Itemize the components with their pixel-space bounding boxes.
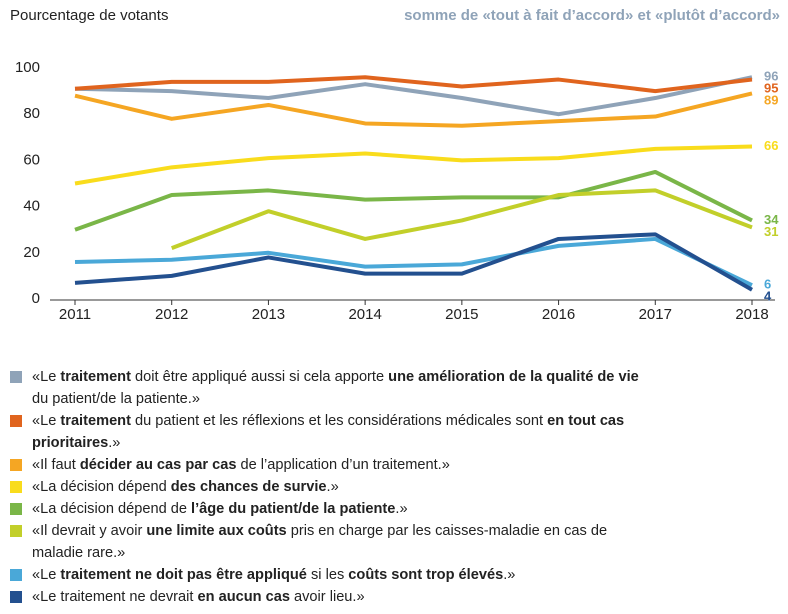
legend-text: du patient/de la patiente.» [32,391,200,407]
end-label: 31 [764,224,778,239]
legend-swatch [10,569,22,581]
legend-item: «Le traitement ne devrait en aucun cas a… [8,586,642,608]
y-tick-label: 20 [23,244,40,261]
end-label: 4 [764,289,772,304]
legend-swatch [10,415,22,427]
y-tick-label: 0 [32,290,40,307]
legend-text: en tout cas prioritaires [32,413,625,451]
series-line [74,169,753,232]
x-tick-label: 2018 [735,306,768,323]
x-tick-label: 2016 [542,306,575,323]
legend-text: avoir lieu.» [289,589,365,605]
legend-text: en aucun cas [197,589,290,605]
series-line [171,188,753,251]
legend-item: «Il faut décider au cas par cas de l’app… [8,454,642,476]
legend-swatch [10,503,22,515]
y-tick-label: 60 [23,151,40,168]
legend-item: «Le traitement doit être appliqué aussi … [8,366,642,410]
legend-swatch [10,525,22,537]
legend: «Le traitement doit être appliqué aussi … [8,366,788,608]
legend-text: .» [326,479,339,495]
end-label: 96 [764,69,778,84]
legend-text: traitement [60,369,131,385]
legend-text: «La décision dépend [32,479,171,495]
legend-item: «Il devrait y avoir une limite aux coûts… [8,520,642,564]
chart: Pourcentage de votants somme de «tout à … [10,7,780,323]
legend-swatch [10,591,22,603]
end-label: 95 [764,81,778,96]
legend-item: «La décision dépend de l’âge du patient/… [8,498,642,520]
legend-text: «Il faut [32,457,80,473]
legend-item: «La décision dépend des chances de survi… [8,476,642,498]
legend-text: une limite aux coûts [146,523,287,539]
legend-item: «Le traitement du patient et les réflexi… [8,410,642,454]
legend-text: du patient et les réflexions et les cons… [130,413,548,429]
legend-text: .» [503,567,516,583]
x-tick-label: 2013 [252,306,285,323]
legend-text: «Le traitement ne devrait [32,589,198,605]
legend-text: pris en charge par les caisses-maladie e… [32,523,608,561]
end-label: 66 [764,138,778,153]
y-axis-title: Pourcentage de votants [10,7,168,24]
series-line [74,144,753,186]
legend-item: «Le traitement ne doit pas être appliqué… [8,564,642,586]
legend-text: de l’application d’un traitement.» [236,457,450,473]
legend-text: une amélioration de la qualité de vie [388,369,639,385]
x-tick-label: 2017 [639,306,672,323]
subtitle: somme de «tout à fait d’accord» et «plut… [404,7,780,24]
series-line [74,75,753,117]
x-tick-label: 2015 [445,306,478,323]
y-tick-label: 40 [23,198,40,215]
end-label: 34 [764,212,779,227]
legend-text: «Le [32,369,61,385]
legend-text: traitement ne doit pas être appliqué [60,567,307,583]
legend-swatch [10,481,22,493]
series-line [74,91,753,128]
legend-text: «Il devrait y avoir [32,523,147,539]
series-line [74,75,753,94]
series-line [74,236,753,287]
legend-text: «Le [32,567,61,583]
legend-text: .» [108,435,121,451]
legend-text: décider au cas par cas [79,457,237,473]
y-tick-label: 80 [23,105,40,122]
legend-text: doit être appliqué aussi si cela apporte [130,369,389,385]
end-label: 89 [764,93,778,108]
y-tick-label: 100 [15,59,40,76]
legend-text: «La décision dépend de [32,501,192,517]
x-tick-label: 2012 [155,306,188,323]
legend-text: «Le [32,413,61,429]
series-line [74,232,753,292]
x-tick-label: 2011 [59,306,91,323]
legend-text: coûts sont trop élevés [348,567,504,583]
legend-text: si les [306,567,349,583]
legend-text: traitement [60,413,131,429]
legend-text: des chances de survie [170,479,327,495]
legend-swatch [10,371,22,383]
legend-text: .» [395,501,408,517]
x-tick-label: 2014 [348,306,381,323]
end-label: 6 [764,277,771,292]
legend-swatch [10,459,22,471]
legend-text: l’âge du patient/de la patiente [191,501,396,517]
